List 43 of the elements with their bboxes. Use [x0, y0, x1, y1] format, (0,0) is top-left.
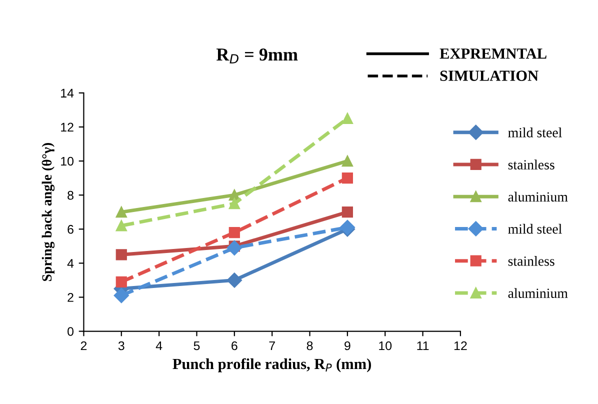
- legend-label: aluminium: [508, 192, 568, 202]
- y-tick-label: 2: [68, 293, 74, 302]
- point: [226, 272, 242, 288]
- x-tick-label: 5: [194, 341, 200, 350]
- y-tick-label: 4: [67, 259, 74, 268]
- point: [342, 112, 353, 124]
- x-tick-label: 6: [232, 341, 238, 350]
- y-axis-title: Spring back angle (θ°γ): [42, 143, 55, 282]
- y-tick-label: 12: [61, 122, 74, 132]
- x-axis-title: Punch profile radius, R$_{P}$ (mm): [172, 358, 371, 372]
- x-tick-label: 11: [417, 341, 429, 350]
- x-tick-label: 9: [344, 341, 350, 350]
- legend-label: stainless: [508, 160, 554, 170]
- point: [342, 172, 353, 184]
- x-tick-label: 3: [118, 341, 124, 350]
- legend-label: mild steel: [508, 224, 562, 234]
- y-tick-label: 0: [68, 327, 74, 336]
- x-tick-label: 8: [306, 341, 313, 350]
- y-tick-label: 14: [61, 88, 74, 98]
- x-tick-label: 7: [269, 341, 275, 350]
- y-tick-label: 8: [68, 190, 74, 200]
- x-tick-label: 10: [379, 341, 392, 350]
- legend-label: mild steel: [508, 128, 562, 138]
- legend-label: aluminium: [508, 288, 568, 298]
- point: [342, 206, 353, 218]
- y-tick-label: 10: [61, 156, 74, 166]
- chart-title: R$_{D}$ = 9mm: [216, 48, 298, 64]
- text: SIMULATION: [440, 70, 538, 81]
- y-tick-label: 6: [68, 224, 74, 234]
- x-tick-label: 2: [80, 341, 87, 350]
- point: [114, 288, 129, 304]
- text: EXPREMNTAL: [440, 48, 546, 59]
- point: [226, 240, 242, 256]
- point: [116, 206, 127, 218]
- point: [228, 226, 240, 238]
- point: [116, 249, 127, 260]
- legend-label: stainless: [508, 256, 554, 266]
- point: [116, 276, 127, 288]
- point: [342, 155, 353, 167]
- point: [116, 220, 127, 232]
- x-tick-label: 12: [454, 341, 467, 350]
- point: [228, 198, 240, 210]
- x-tick-label: 4: [156, 341, 162, 350]
